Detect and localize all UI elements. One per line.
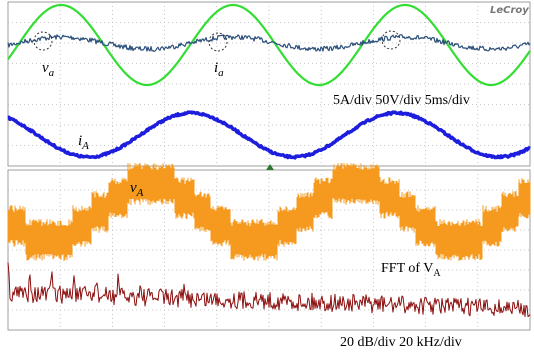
- oscilloscope-screenshot: LeCroy va ia iA 5A/div 50V/div 5ms/div v…: [0, 0, 534, 353]
- label-subscript: a: [218, 67, 224, 79]
- label-subscript: a: [49, 67, 55, 79]
- label-subscript: A: [81, 140, 89, 152]
- bottom-scale-note: 20 dB/div 20 kHz/div: [340, 335, 462, 350]
- top-scale-note: 5A/div 50V/div 5ms/div: [333, 93, 470, 108]
- fft-note-subscript: A: [433, 268, 441, 279]
- fft-note-text: FFT of V: [381, 261, 433, 276]
- label-subscript: A: [136, 187, 144, 199]
- brand: LeCroy: [490, 5, 529, 16]
